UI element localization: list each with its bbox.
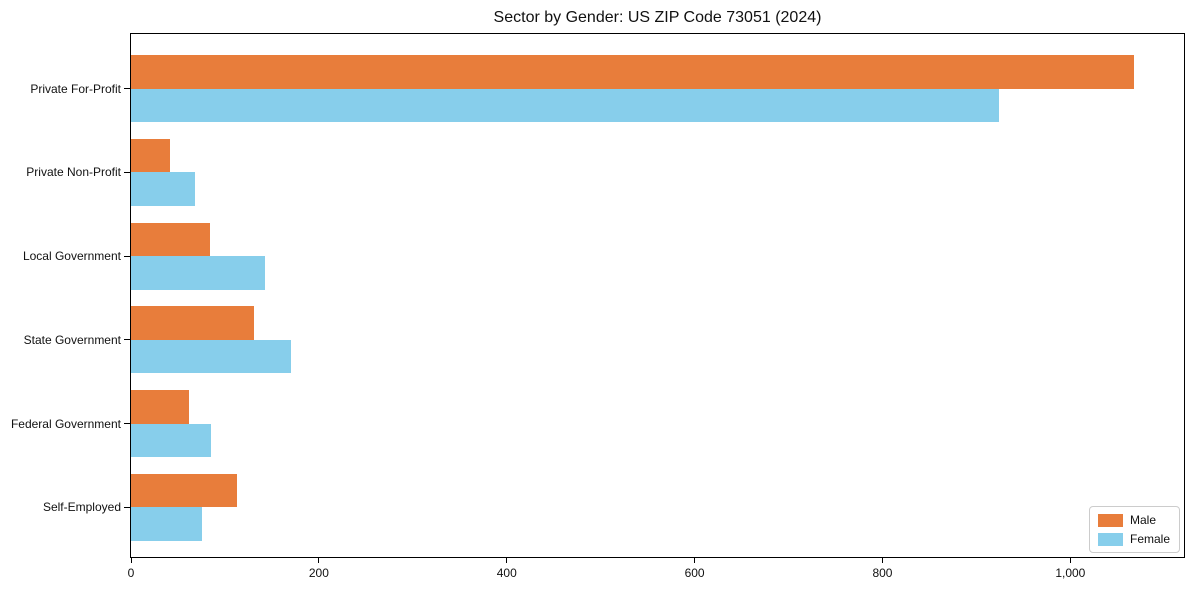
x-tick-label: 1,000	[1055, 566, 1086, 580]
x-tick-mark	[694, 557, 696, 563]
bar-female-federal-government	[131, 423, 211, 457]
x-tick-mark	[506, 557, 508, 563]
legend-label-female: Female	[1129, 532, 1170, 546]
y-tick-label: Self-Employed	[42, 500, 121, 515]
x-tick-label: 200	[308, 566, 329, 580]
bar-female-local-government	[131, 256, 266, 290]
bar-female-private-non-profit	[131, 172, 195, 206]
bar-female-private-for-profit	[131, 88, 999, 123]
legend-swatch-male	[1097, 513, 1123, 527]
y-tick-mark	[124, 423, 130, 425]
legend-item-female: Female	[1097, 532, 1170, 546]
y-tick-mark	[124, 506, 130, 508]
x-tick-mark	[881, 557, 883, 563]
x-tick-label: 800	[872, 566, 893, 580]
bar-male-state-government	[131, 306, 255, 340]
y-tick-mark	[124, 339, 130, 341]
bar-female-state-government	[131, 339, 291, 374]
chart-title: Sector by Gender: US ZIP Code 73051 (202…	[493, 9, 822, 26]
bar-male-federal-government	[131, 390, 190, 424]
bar-male-private-for-profit	[131, 55, 1135, 89]
legend: Male Female	[1088, 506, 1180, 553]
legend-item-male: Male	[1097, 513, 1170, 527]
x-tick-mark	[130, 557, 132, 563]
y-tick-label: Local Government	[22, 249, 121, 264]
x-tick-label: 600	[684, 566, 705, 580]
legend-swatch-female	[1097, 532, 1123, 546]
x-tick-mark	[318, 557, 320, 563]
x-tick-mark	[1069, 557, 1071, 563]
legend-label-male: Male	[1129, 513, 1156, 527]
bar-male-local-government	[131, 222, 210, 257]
y-tick-label: Federal Government	[10, 416, 121, 431]
y-tick-mark	[124, 171, 130, 173]
bar-male-self-employed	[131, 473, 238, 508]
plot-area: Male Female 0 200 400 600 800 1,000 Private Fo…	[11, 33, 1185, 580]
y-tick-label: Private Non-Profit	[26, 165, 121, 180]
bar-male-private-non-profit	[131, 139, 171, 173]
x-tick-label: 0	[127, 566, 135, 580]
y-tick-label: State Government	[23, 332, 121, 347]
bar-female-self-employed	[131, 507, 203, 541]
y-tick-mark	[124, 88, 130, 90]
y-tick-label: Private For-Profit	[30, 81, 121, 96]
x-tick-label: 400	[496, 566, 517, 580]
y-tick-mark	[124, 255, 130, 257]
